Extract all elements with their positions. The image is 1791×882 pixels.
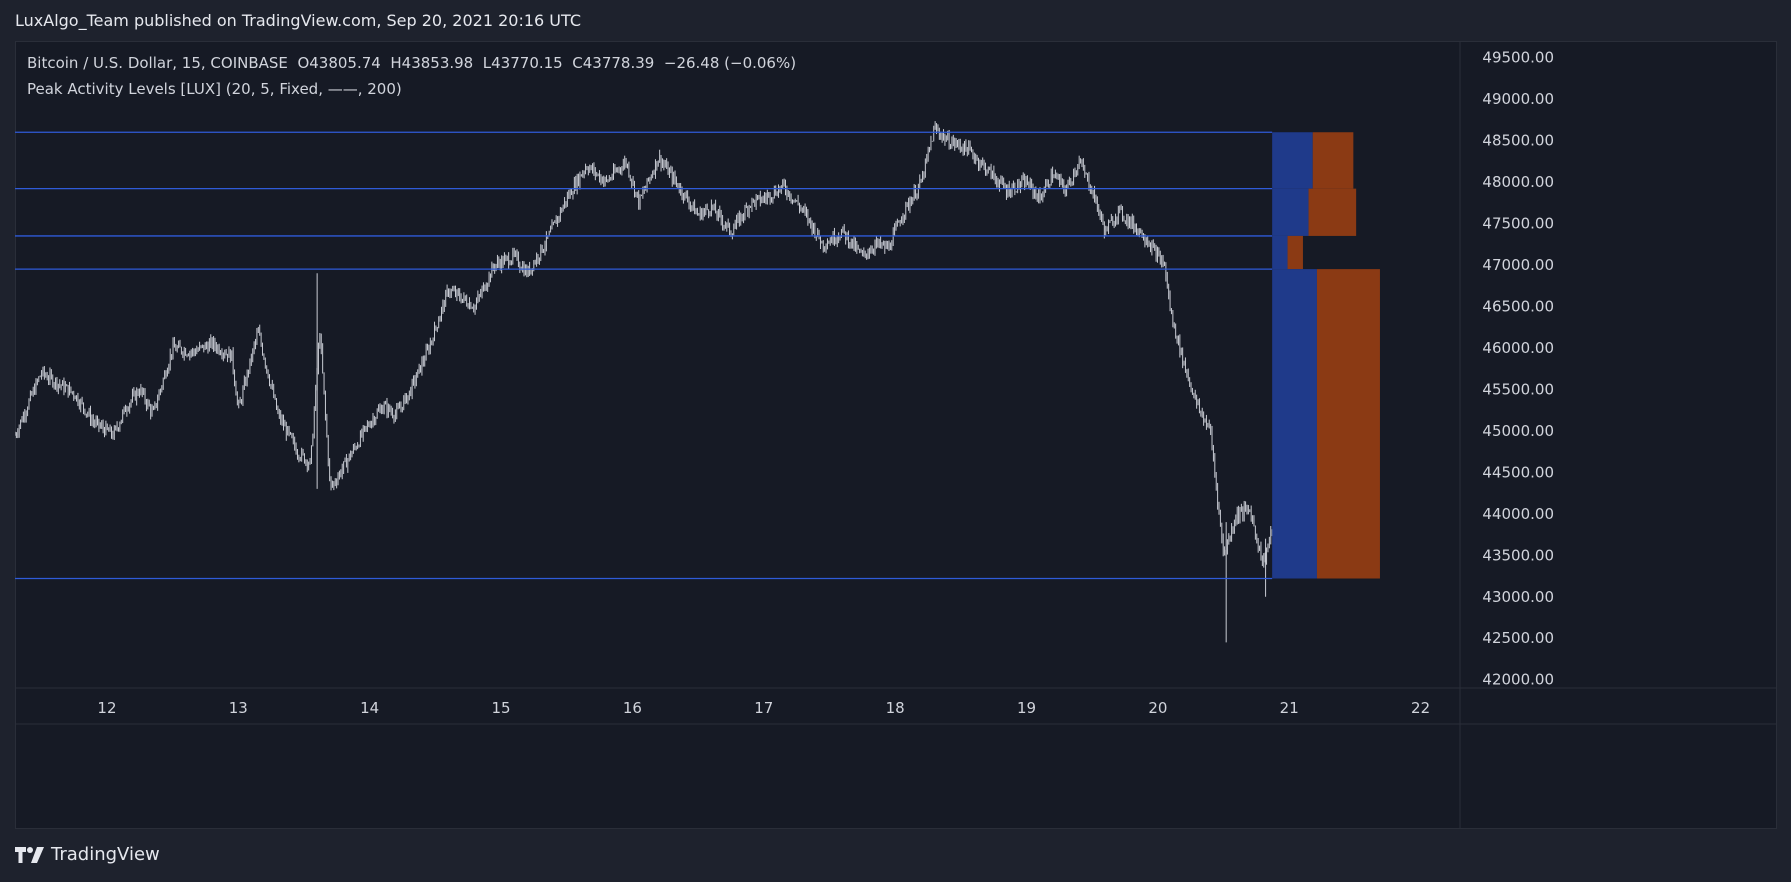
ohlc-high-label: H	[390, 54, 402, 72]
time-tick-label: 20	[1148, 699, 1167, 717]
price-tick-label: 45500.00	[1482, 380, 1554, 398]
price-tick-label: 44000.00	[1482, 505, 1554, 523]
profile-sell-bar	[1316, 269, 1380, 579]
footer-brand[interactable]: TradingView	[15, 844, 160, 865]
profile-buy-bar	[1272, 188, 1309, 236]
price-tick-label: 46500.00	[1482, 297, 1554, 315]
price-tick-label: 42500.00	[1482, 629, 1554, 647]
time-tick-label: 22	[1411, 699, 1430, 717]
time-axis: 12 13 14 15 16 17 18 19 20 21 22	[97, 699, 1430, 717]
time-tick-label: 18	[886, 699, 905, 717]
chart-frame	[15, 41, 1777, 829]
time-tick-label: 15	[491, 699, 510, 717]
price-tick-label: 48000.00	[1482, 173, 1554, 191]
time-tick-label: 17	[754, 699, 773, 717]
profile-sell-bar	[1312, 132, 1354, 189]
profile-buy-bar	[1272, 235, 1288, 270]
price-tick-label: 46000.00	[1482, 339, 1554, 357]
time-tick-label: 14	[360, 699, 379, 717]
price-tick-label: 47000.00	[1482, 256, 1554, 274]
activity-levels	[15, 131, 1273, 580]
indicator-legend[interactable]: Peak Activity Levels [LUX] (20, 5, Fixed…	[27, 80, 402, 98]
profile-buy-bar	[1272, 269, 1317, 579]
price-series	[15, 121, 1273, 643]
time-tick-label: 19	[1017, 699, 1036, 717]
profile-buy-bar	[1272, 132, 1313, 189]
ohlc-low-value: 43770.15	[491, 54, 563, 72]
price-change: −26.48 (−0.06%)	[663, 54, 797, 72]
time-tick-label: 21	[1280, 699, 1299, 717]
ohlc-close-label: C	[572, 54, 583, 72]
price-tick-label: 43000.00	[1482, 588, 1554, 606]
footer-brand-label: TradingView	[51, 844, 160, 865]
price-tick-label: 47500.00	[1482, 214, 1554, 232]
price-tick-label: 42000.00	[1482, 671, 1554, 689]
ohlc-close-value: 43778.39	[582, 54, 655, 72]
price-chart[interactable]: 42000.00 42500.00 43000.00 43500.00 44000.00…	[15, 41, 1777, 829]
ohlc-open-value: 43805.74	[309, 54, 381, 72]
ohlc-high-value: 43853.98	[401, 54, 474, 72]
price-tick-label: 49500.00	[1482, 49, 1554, 67]
symbol-name: Bitcoin / U.S. Dollar, 15, COINBASE	[27, 54, 288, 72]
tradingview-logo-icon	[15, 846, 44, 863]
symbol-legend: Bitcoin / U.S. Dollar, 15, COINBASE O438…	[27, 54, 796, 72]
profile-sell-bar	[1308, 188, 1357, 236]
price-tick-label: 49000.00	[1482, 90, 1554, 108]
price-tick-label: 43500.00	[1482, 546, 1554, 564]
price-tick-label: 45000.00	[1482, 422, 1554, 440]
price-tick-label: 48500.00	[1482, 132, 1554, 150]
time-tick-label: 13	[229, 699, 248, 717]
ohlc-low-label: L	[482, 54, 492, 72]
profile-sell-bar	[1287, 235, 1303, 270]
price-axis: 42000.00 42500.00 43000.00 43500.00 44000.00…	[1482, 49, 1554, 689]
price-tick-label: 44500.00	[1482, 463, 1554, 481]
volume-profile	[1272, 132, 1380, 579]
publisher-header: LuxAlgo_Team published on TradingView.co…	[15, 11, 581, 30]
ohlc-open-label: O	[297, 54, 310, 72]
time-tick-label: 16	[623, 699, 642, 717]
time-tick-label: 12	[97, 699, 116, 717]
